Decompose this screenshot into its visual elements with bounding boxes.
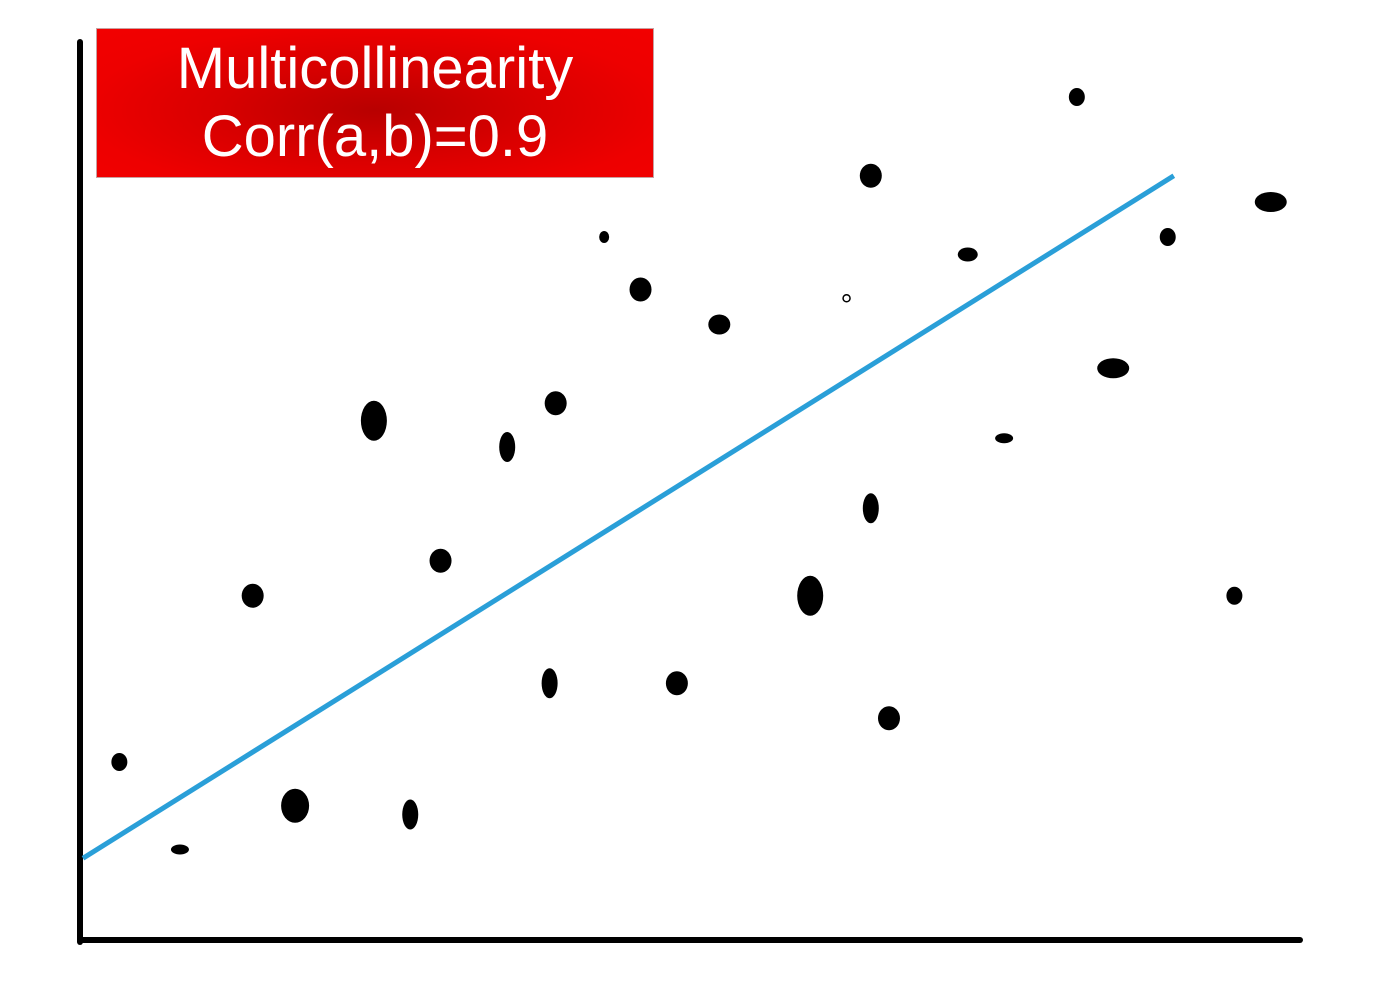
data-point — [665, 671, 688, 696]
data-point — [402, 799, 419, 830]
data-point — [360, 400, 387, 441]
data-point — [1226, 586, 1243, 605]
data-point — [541, 668, 558, 699]
data-point — [1159, 228, 1176, 246]
data-point — [957, 247, 978, 262]
chart-title-box: Multicollinearity Corr(a,b)=0.9 — [96, 28, 654, 178]
data-point — [859, 163, 882, 188]
data-point — [281, 788, 310, 823]
data-point — [111, 753, 128, 771]
data-point — [862, 493, 879, 524]
chart-title: Multicollinearity — [176, 36, 574, 101]
data-point — [708, 314, 731, 335]
data-point — [842, 294, 851, 303]
data-point — [499, 432, 516, 462]
trend-line — [81, 173, 1176, 861]
data-points — [111, 88, 1287, 855]
data-point — [241, 583, 264, 608]
data-point — [1097, 358, 1130, 379]
data-point — [629, 277, 652, 302]
chart-subtitle: Corr(a,b)=0.9 — [201, 104, 549, 169]
data-point — [599, 231, 610, 243]
data-point — [1068, 88, 1085, 106]
data-point — [170, 844, 189, 855]
data-point — [995, 433, 1014, 444]
data-point — [797, 575, 824, 616]
data-point — [877, 706, 900, 731]
data-point — [544, 391, 567, 416]
data-point — [1254, 192, 1287, 212]
data-point — [429, 548, 452, 573]
